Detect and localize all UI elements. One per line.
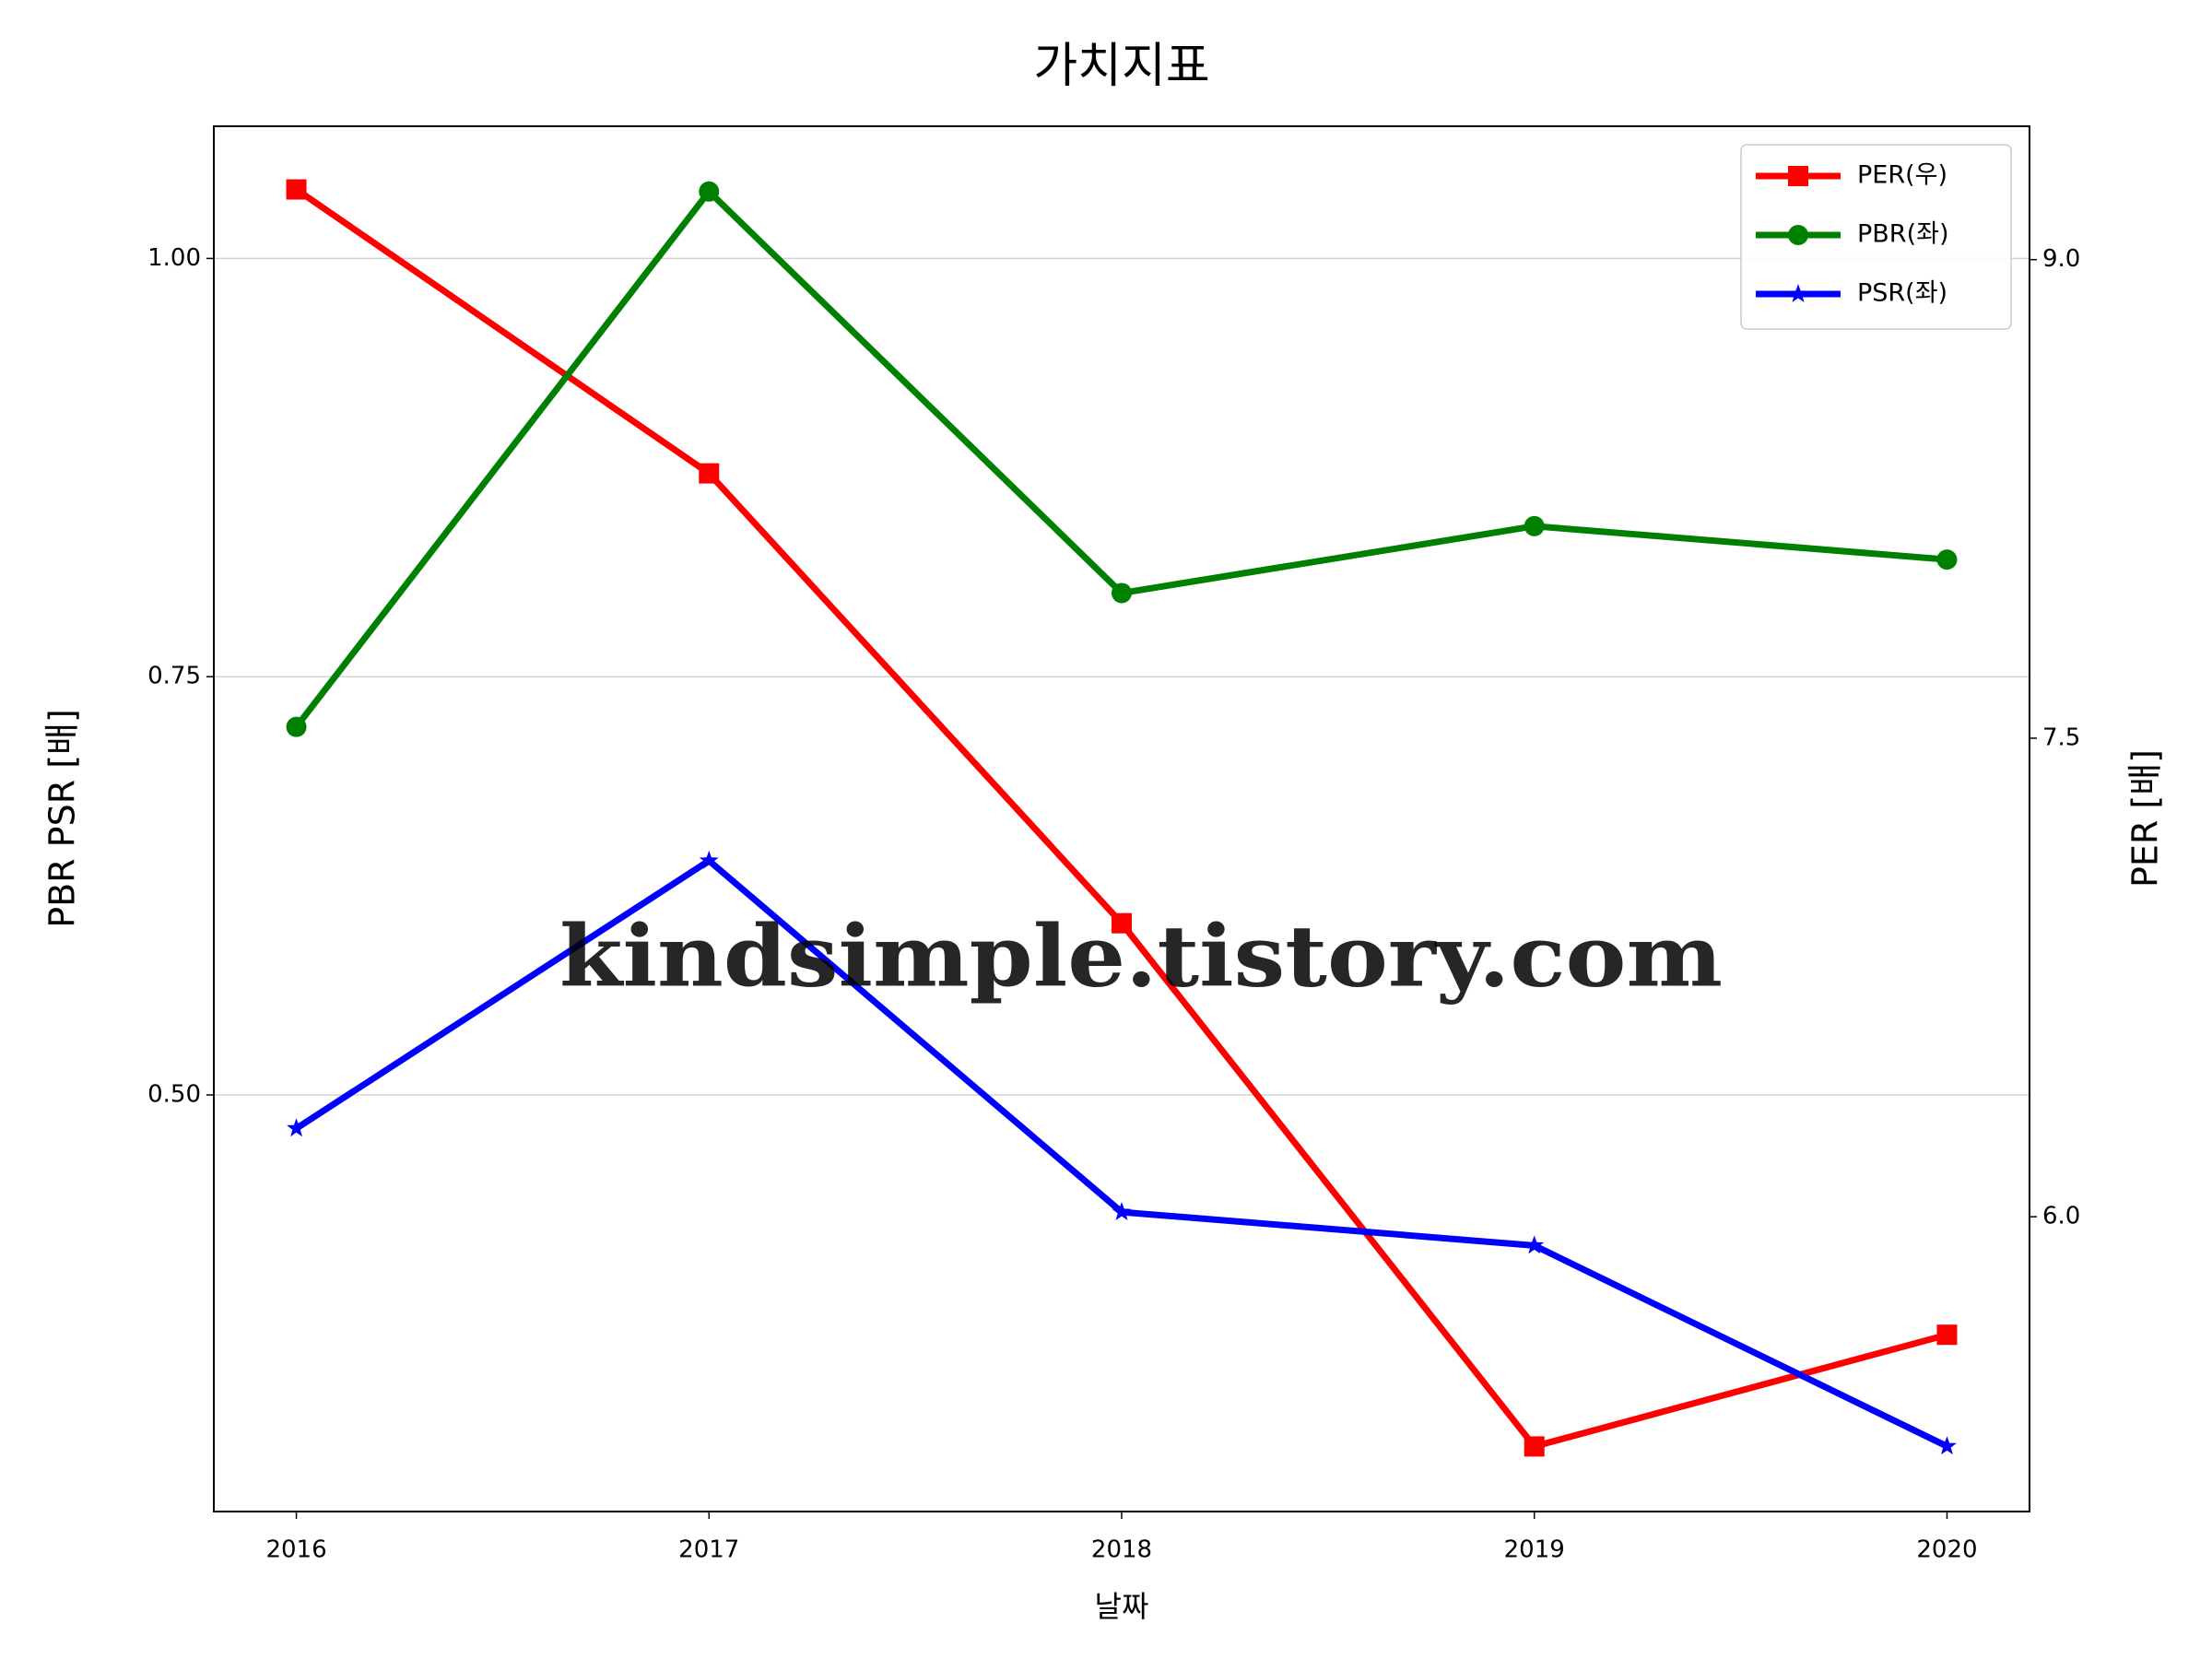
- data-point: [1112, 1202, 1132, 1220]
- data-point: [1112, 912, 1132, 934]
- x-tick-label: 2018: [1091, 1536, 1152, 1564]
- data-point: [1112, 582, 1132, 604]
- data-point: [1936, 1324, 1958, 1346]
- data-point: [287, 1118, 306, 1137]
- x-tick-label: 2019: [1504, 1536, 1565, 1564]
- x-tick-label: 2020: [1916, 1536, 1977, 1564]
- data-point: [1936, 549, 1958, 571]
- y2-axis-label: PER [배]: [2125, 749, 2166, 888]
- y-tick-label: 1.00: [147, 244, 201, 272]
- legend-marker: [1788, 225, 1808, 245]
- chart-title: 가치지표: [1033, 39, 1209, 94]
- legend-box: [1740, 144, 2012, 330]
- data-point: [1524, 1436, 1545, 1457]
- data-point: [286, 716, 307, 737]
- data-point: [286, 179, 307, 200]
- legend-marker: [1788, 166, 1808, 186]
- y2-tick-label: 7.5: [2042, 724, 2080, 751]
- plot-frame: [213, 125, 2030, 1512]
- x-axis-label: 날짜: [1095, 1589, 1149, 1624]
- data-point: [1524, 1235, 1545, 1254]
- legend-label: PBR(좌): [1857, 220, 1948, 249]
- y2-tick-label: 9.0: [2042, 245, 2080, 273]
- legend-label: PER(우): [1857, 161, 1947, 190]
- y-axis-label: PBR PSR [배]: [42, 709, 83, 928]
- y-tick-label: 0.50: [147, 1081, 201, 1109]
- legend-marker: [1788, 284, 1808, 302]
- series-line: [293, 188, 1947, 729]
- data-point: [699, 850, 719, 869]
- y-tick-label: 0.75: [147, 663, 201, 690]
- legend-label: PSR(좌): [1857, 279, 1947, 308]
- data-point: [699, 463, 720, 484]
- data-point: [699, 181, 720, 202]
- data-point: [1937, 1436, 1957, 1455]
- x-tick-label: 2016: [265, 1536, 326, 1564]
- x-tick-label: 2017: [678, 1536, 739, 1564]
- series-line: [294, 186, 1948, 1450]
- data-point: [1524, 515, 1545, 536]
- y2-tick-label: 6.0: [2042, 1203, 2080, 1230]
- watermark: kindsimple.tistory.com: [559, 907, 1723, 1006]
